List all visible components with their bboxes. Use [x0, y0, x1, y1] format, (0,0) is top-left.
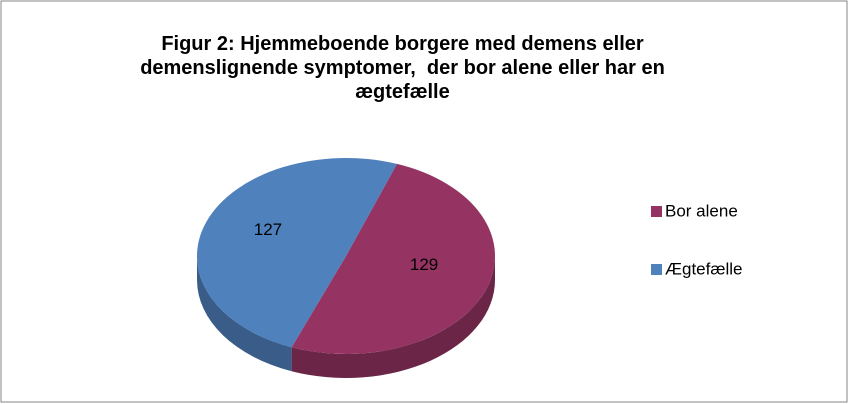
legend-swatch: [651, 206, 662, 217]
pie-side: [291, 256, 495, 378]
pie-side: [197, 256, 292, 372]
legend-label: Bor alene: [665, 201, 738, 220]
data-label: 127: [254, 220, 282, 239]
chart-title: Figur 2: Hjemmeboende borgere med demens…: [140, 33, 671, 103]
data-label: 129: [410, 255, 438, 274]
legend-label: Ægtefælle: [665, 259, 742, 278]
pie-slice: [291, 163, 496, 355]
legend-swatch: [651, 264, 662, 275]
pie-slice: [197, 158, 397, 348]
